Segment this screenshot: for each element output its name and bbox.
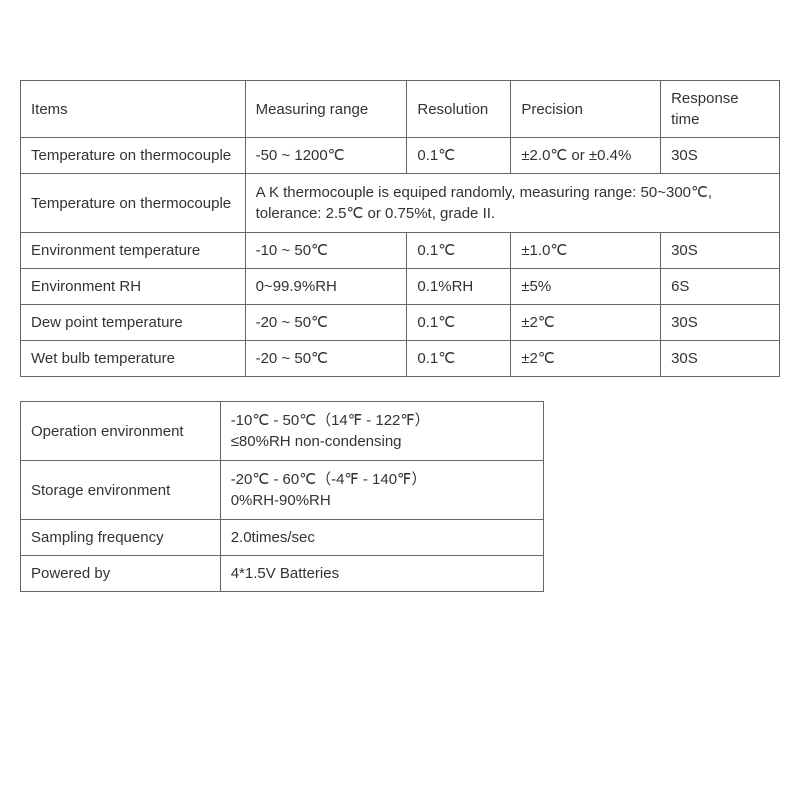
cell-value: ±2.0℃ or ±0.4% (511, 138, 661, 174)
table-row: Storage environment -20℃ - 60℃（-4℉ - 140… (21, 461, 544, 520)
table-row: Temperature on thermocouple A K thermoco… (21, 174, 780, 233)
item-label: Temperature on thermocouple (21, 174, 246, 233)
table-row: Environment RH 0~99.9%RH 0.1%RH ±5% 6S (21, 269, 780, 305)
item-label: Powered by (21, 556, 221, 592)
cell-value: 0.1%RH (407, 269, 511, 305)
cell-value: 30S (661, 233, 780, 269)
cell-value: 0.1℃ (407, 305, 511, 341)
cell-value: 30S (661, 305, 780, 341)
header-precision: Precision (511, 81, 661, 138)
cell-value: 4*1.5V Batteries (220, 556, 543, 592)
table-row: Powered by 4*1.5V Batteries (21, 556, 544, 592)
cell-value: ±2℃ (511, 341, 661, 377)
table-row: Sampling frequency 2.0times/sec (21, 520, 544, 556)
table-row: Wet bulb temperature -20 ~ 50℃ 0.1℃ ±2℃ … (21, 341, 780, 377)
cell-value: ±1.0℃ (511, 233, 661, 269)
cell-value: 0.1℃ (407, 341, 511, 377)
cell-value: 30S (661, 138, 780, 174)
item-label: Sampling frequency (21, 520, 221, 556)
table-row: Environment temperature -10 ~ 50℃ 0.1℃ ±… (21, 233, 780, 269)
header-measuring-range: Measuring range (245, 81, 407, 138)
cell-value: -20 ~ 50℃ (245, 305, 407, 341)
cell-value: ±2℃ (511, 305, 661, 341)
item-label: Operation environment (21, 402, 221, 461)
item-label: Wet bulb temperature (21, 341, 246, 377)
table-row: Dew point temperature -20 ~ 50℃ 0.1℃ ±2℃… (21, 305, 780, 341)
cell-value: 0~99.9%RH (245, 269, 407, 305)
table-header-row: Items Measuring range Resolution Precisi… (21, 81, 780, 138)
header-items: Items (21, 81, 246, 138)
item-label: Dew point temperature (21, 305, 246, 341)
cell-value: -10℃ - 50℃（14℉ - 122℉）≤80%RH non-condens… (220, 402, 543, 461)
item-label: Temperature on thermocouple (21, 138, 246, 174)
environment-table: Operation environment -10℃ - 50℃（14℉ - 1… (20, 401, 544, 592)
item-label: Environment temperature (21, 233, 246, 269)
specifications-table: Items Measuring range Resolution Precisi… (20, 80, 780, 377)
cell-value: 2.0times/sec (220, 520, 543, 556)
table-row: Operation environment -10℃ - 50℃（14℉ - 1… (21, 402, 544, 461)
cell-value: 0.1℃ (407, 233, 511, 269)
header-resolution: Resolution (407, 81, 511, 138)
cell-value: 0.1℃ (407, 138, 511, 174)
cell-value: -10 ~ 50℃ (245, 233, 407, 269)
cell-value: -20 ~ 50℃ (245, 341, 407, 377)
table-row: Temperature on thermocouple -50 ~ 1200℃ … (21, 138, 780, 174)
cell-value: ±5% (511, 269, 661, 305)
cell-value-merged: A K thermocouple is equiped randomly, me… (245, 174, 779, 233)
item-label: Environment RH (21, 269, 246, 305)
header-response-time: Response time (661, 81, 780, 138)
cell-value: -20℃ - 60℃（-4℉ - 140℉）0%RH-90%RH (220, 461, 543, 520)
cell-value: 30S (661, 341, 780, 377)
cell-value: -50 ~ 1200℃ (245, 138, 407, 174)
cell-value: 6S (661, 269, 780, 305)
item-label: Storage environment (21, 461, 221, 520)
